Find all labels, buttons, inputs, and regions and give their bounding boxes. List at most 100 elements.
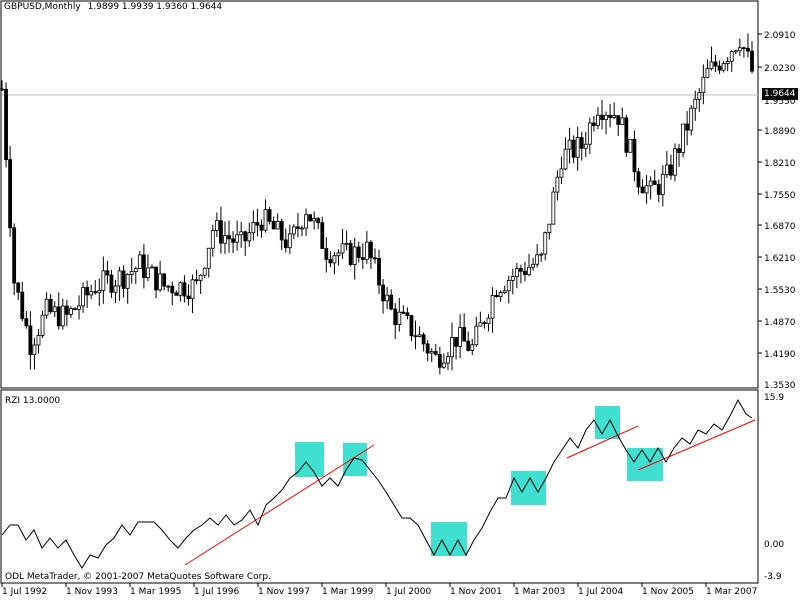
candle-body <box>446 357 449 363</box>
x-tick: 1 Nov 1993 <box>66 587 118 597</box>
candle-body <box>532 264 535 267</box>
pattern-box <box>627 448 663 481</box>
candle-body <box>617 116 620 125</box>
candle-body <box>86 287 89 294</box>
candle-body <box>365 242 368 259</box>
candle-body <box>333 256 336 263</box>
x-tick: 1 Nov 2001 <box>450 587 502 597</box>
x-tick: 1 Mar 2007 <box>706 587 757 597</box>
candle-body <box>673 149 676 175</box>
candle-body <box>45 299 48 315</box>
candle-body <box>29 326 32 355</box>
indicator-y-axis: 15.9 0.00 -3.9 <box>764 393 784 582</box>
candle-body <box>398 312 401 324</box>
candle-body <box>5 89 8 159</box>
candle-body <box>601 115 604 119</box>
price-tick: 1.8890 <box>764 127 796 137</box>
candle-body <box>118 271 121 286</box>
candle-body <box>252 222 255 232</box>
candle-body <box>463 328 466 342</box>
x-axis: 1 Jul 1992 1 Nov 1993 1 Mar 1995 1 Jul 1… <box>2 587 757 597</box>
price-tick: 1.4870 <box>764 318 796 328</box>
candle-body <box>694 99 697 108</box>
price-tick: 1.4190 <box>764 350 796 360</box>
candle-body <box>609 115 612 117</box>
candle-body <box>264 210 267 231</box>
candle-body <box>211 231 214 249</box>
candle-body <box>605 115 608 119</box>
candle-body <box>621 118 624 125</box>
candle-body <box>240 232 243 235</box>
candle-body <box>134 269 137 272</box>
candle-body <box>633 139 636 171</box>
price-y-ticks <box>758 34 762 353</box>
candle-body <box>195 280 198 281</box>
candle-body <box>288 234 291 248</box>
candle-body <box>394 309 397 325</box>
candle-body <box>548 224 551 232</box>
candle-body <box>438 354 441 367</box>
candle-body <box>536 255 539 264</box>
candle-body <box>78 306 81 309</box>
candle-body <box>228 236 231 239</box>
candle-body <box>232 239 235 242</box>
candle-body <box>102 271 105 291</box>
candle-body <box>272 221 275 229</box>
candle-body <box>702 77 705 92</box>
candle-body <box>37 335 40 345</box>
candle-body <box>49 299 52 311</box>
candle-body <box>361 258 364 260</box>
candle-body <box>244 232 247 241</box>
candle-body <box>714 62 717 66</box>
candle-body <box>406 313 409 316</box>
candle-body <box>410 316 413 336</box>
candle-body <box>138 255 141 269</box>
candle-body <box>710 62 713 69</box>
candle-body <box>657 184 660 194</box>
candle-body <box>467 341 470 350</box>
current-price-badge: 1.9644 <box>762 88 798 100</box>
candle-body <box>451 337 454 356</box>
price-tick: 2.0230 <box>764 64 796 74</box>
price-tick: 1.6210 <box>764 254 796 264</box>
candle-body <box>669 165 672 175</box>
candle-body <box>487 318 490 323</box>
candle-body <box>718 66 721 70</box>
candle-body <box>155 267 158 290</box>
x-tick: 1 Jul 2000 <box>386 587 431 597</box>
candle-body <box>106 271 109 275</box>
candle-body <box>645 186 648 193</box>
x-tick: 1 Jul 1992 <box>2 587 47 597</box>
indicator-tick: 0.00 <box>764 540 784 550</box>
candle-body <box>41 315 44 335</box>
candle-body <box>746 48 749 51</box>
candle-body <box>479 323 482 326</box>
candle-body <box>13 228 16 283</box>
candle-body <box>637 172 640 187</box>
candle-body <box>698 93 701 100</box>
candle-body <box>284 240 287 248</box>
candle-body <box>613 116 616 118</box>
candle-body <box>292 227 295 234</box>
candle-body <box>110 275 113 292</box>
candle-body <box>426 344 429 353</box>
candle-body <box>523 271 526 274</box>
price-y-axis: 2.0910 2.0230 1.9550 1.8890 1.8210 1.755… <box>764 31 796 391</box>
candle-body <box>564 149 567 169</box>
candle-body <box>588 123 591 144</box>
candle-body <box>151 267 154 268</box>
candle-body <box>130 272 133 275</box>
candle-body <box>540 254 543 255</box>
candle-body <box>203 268 206 275</box>
candle-body <box>519 269 522 272</box>
candle-body <box>187 296 190 299</box>
candle-body <box>301 228 304 229</box>
x-tick: 1 Mar 1995 <box>130 587 181 597</box>
price-tick: 1.6870 <box>764 222 796 232</box>
x-tick: 1 Mar 2003 <box>514 587 565 597</box>
candle-body <box>459 328 462 347</box>
candle-body <box>552 192 555 224</box>
candle-body <box>296 227 299 229</box>
candle-body <box>349 243 352 264</box>
